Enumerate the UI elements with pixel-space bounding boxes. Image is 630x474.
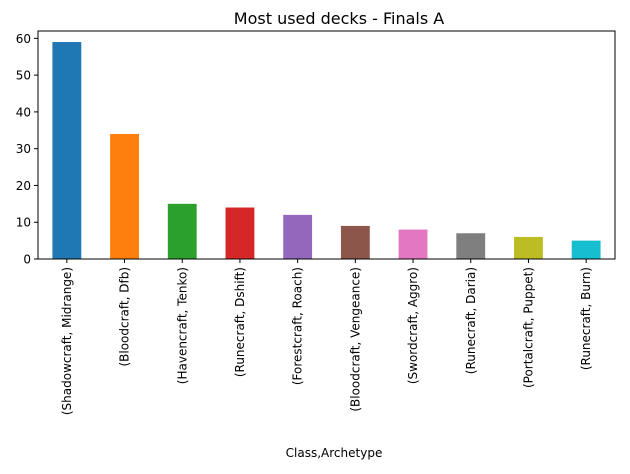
bar-8 (456, 233, 486, 259)
x-tick-label: (Bloodcraft, Dfb) (118, 267, 132, 367)
x-tick-label: (Portalcraft, Puppet) (521, 267, 535, 388)
x-tick-label: (Runecraft, Daria) (464, 267, 478, 374)
bar-9 (514, 236, 543, 259)
plot-frame (37, 30, 616, 260)
x-tick-label: (Runecraft, Dshift) (233, 267, 247, 377)
y-tick-label: 60 (16, 32, 31, 46)
x-tick-label: (Bloodcraft, Vengeance) (348, 267, 362, 412)
bar-1 (52, 42, 82, 259)
y-axis-ticks: 0 10 20 30 40 50 60 (16, 32, 38, 267)
x-tick-label: (Runecraft, Burn) (579, 267, 593, 370)
x-tick-label: (Swordcraft, Aggro) (406, 267, 420, 384)
x-tick-label: (Havencraft, Tenko) (175, 267, 189, 384)
bar-4 (225, 207, 255, 259)
bar-10 (571, 240, 601, 259)
y-tick-label: 40 (16, 105, 31, 119)
y-tick-label: 10 (16, 216, 31, 230)
x-axis-ticks: (Shadowcraft, Midrange) (Bloodcraft, Dfb)… (60, 259, 593, 415)
y-tick-label: 20 (16, 179, 31, 193)
bar-7 (398, 229, 428, 259)
bar-3 (167, 203, 197, 259)
y-tick-label: 50 (16, 69, 31, 83)
bar-6 (340, 225, 370, 259)
y-tick-label: 0 (23, 253, 31, 267)
x-axis-label: Class,Archetype (286, 446, 383, 460)
axes-layer (37, 30, 616, 260)
bar-2 (110, 133, 139, 259)
x-tick-label: (Shadowcraft, Midrange) (60, 267, 74, 415)
chart-title: Most used decks - Finals A (234, 9, 444, 28)
bars-layer (52, 42, 601, 259)
bar-5 (283, 214, 313, 259)
y-tick-label: 30 (16, 142, 31, 156)
x-tick-label: (Forestcraft, Roach) (291, 267, 305, 385)
